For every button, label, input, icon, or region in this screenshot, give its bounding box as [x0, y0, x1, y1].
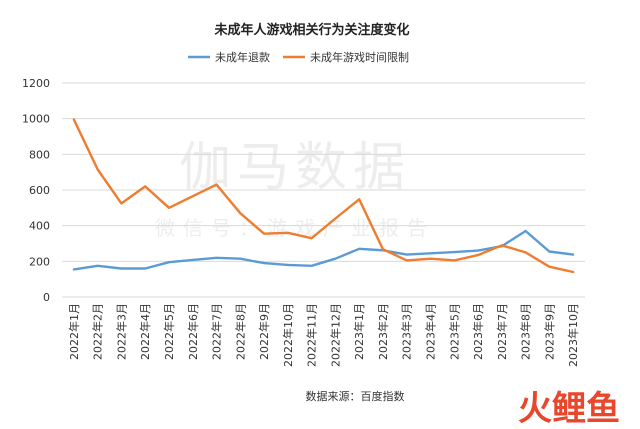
- x-tick-label: 2022年10月: [281, 303, 295, 367]
- y-tick-label: 0: [43, 291, 50, 304]
- x-tick-label: 2022年9月: [257, 303, 271, 360]
- y-tick-label: 1200: [22, 77, 50, 90]
- y-tick-label: 600: [29, 184, 50, 197]
- y-tick-label: 800: [29, 148, 50, 161]
- y-tick-label: 200: [29, 255, 50, 268]
- x-tick-label: 2023年4月: [423, 303, 437, 360]
- y-tick-label: 1000: [22, 113, 50, 126]
- x-tick-label: 2023年9月: [542, 303, 556, 360]
- series-line-0: [72, 229, 575, 271]
- x-tick-label: 2022年4月: [138, 303, 152, 360]
- x-tick-label: 2023年5月: [447, 303, 461, 360]
- legend-label: 未成年游戏时间限制: [310, 50, 409, 64]
- corner-logo: 火鲤鱼: [518, 389, 620, 429]
- x-tick-label: 2023年1月: [352, 303, 366, 360]
- legend-label: 未成年退款: [215, 50, 270, 64]
- x-tick-label: 2022年2月: [91, 303, 105, 360]
- watermark: 伽马数据 微信号：游戏产业报告: [155, 138, 435, 240]
- x-tick-label: 2023年6月: [471, 303, 485, 360]
- legend: 未成年退款 未成年游戏时间限制: [188, 50, 409, 64]
- series-line-1: [72, 118, 575, 274]
- x-tick-label: 2023年2月: [376, 303, 390, 360]
- x-tick-label: 2022年1月: [67, 303, 81, 360]
- y-axis-ticks: 0 200 400 600 800 1000 1200: [22, 77, 50, 304]
- x-tick-label: 2022年11月: [305, 303, 319, 367]
- y-tick-label: 400: [29, 220, 50, 233]
- x-axis-ticks: 2022年1月 2022年2月 2022年3月 2022年4月 2022年5月 2022年…: [67, 303, 580, 367]
- x-tick-label: 2022年6月: [186, 303, 200, 360]
- x-tick-label: 2022年5月: [162, 303, 176, 360]
- x-tick-label: 2022年3月: [114, 303, 128, 360]
- watermark-sub: 微信号：游戏产业报告: [155, 216, 435, 240]
- x-tick-label: 2022年7月: [210, 303, 224, 360]
- chart-title: 未成年人游戏相关行为关注度变化: [213, 22, 409, 38]
- watermark-main: 伽马数据: [179, 138, 411, 198]
- source-note: 数据来源：百度指数: [306, 389, 405, 403]
- x-tick-label: 2023年3月: [400, 303, 414, 360]
- x-tick-label: 2023年8月: [519, 303, 533, 360]
- x-tick-label: 2023年7月: [495, 303, 509, 360]
- x-tick-label: 2023年10月: [566, 303, 580, 367]
- x-tick-label: 2022年8月: [233, 303, 247, 360]
- x-tick-label: 2022年12月: [328, 303, 342, 367]
- series-lines: [72, 118, 575, 274]
